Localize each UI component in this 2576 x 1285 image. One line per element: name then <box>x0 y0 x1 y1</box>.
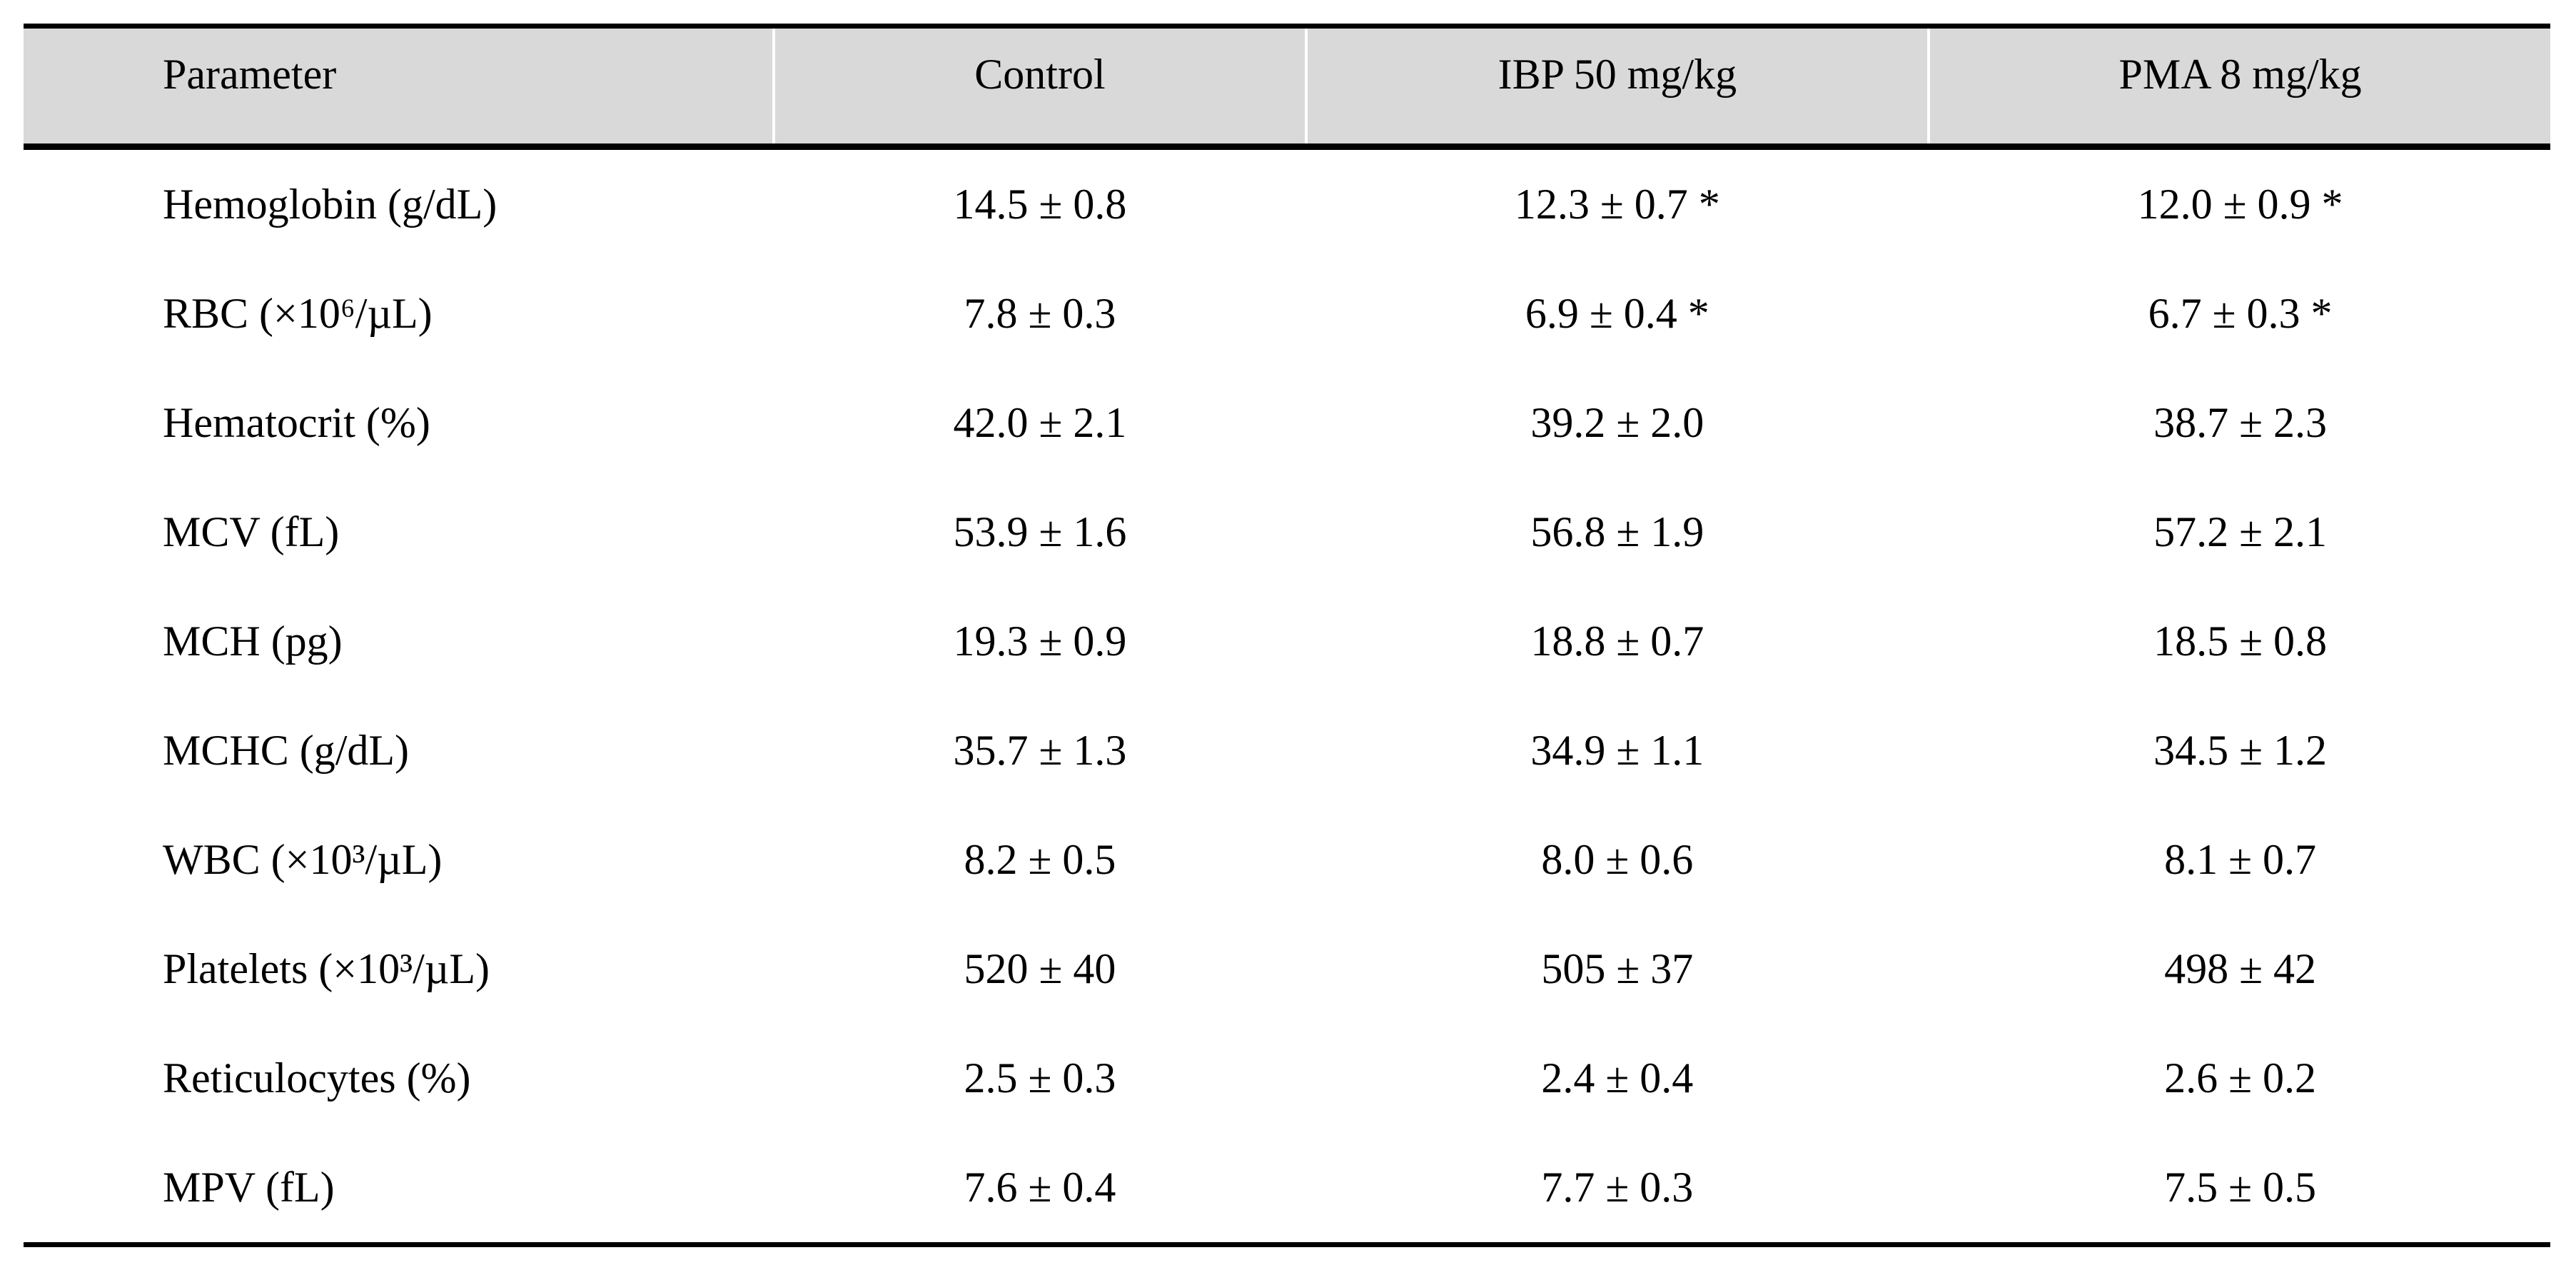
table-row: MCH (pg) 19.3 ± 0.9 18.8 ± 0.7 18.5 ± 0.… <box>24 587 2550 696</box>
column-header-ibp-50: IBP 50 mg/kg <box>1304 24 1929 150</box>
header-row: Parameter Control IBP 50 mg/kg PMA 8 mg/… <box>24 24 2550 150</box>
value-cell-ibp: 18.8 ± 0.7 <box>1304 587 1929 696</box>
parameter-cell: MPV (fL) <box>24 1133 774 1247</box>
value-cell-pma: 2.6 ± 0.2 <box>1927 1024 2550 1133</box>
value-cell-control: 42.0 ± 2.1 <box>772 368 1306 478</box>
table-row: RBC (×10⁶/µL) 7.8 ± 0.3 6.9 ± 0.4 * 6.7 … <box>24 259 2550 368</box>
parameter-cell: MCH (pg) <box>24 587 774 696</box>
value-cell-control: 7.6 ± 0.4 <box>772 1133 1306 1247</box>
value-cell-pma: 8.1 ± 0.7 <box>1927 805 2550 914</box>
value-cell-ibp: 56.8 ± 1.9 <box>1304 478 1929 587</box>
column-header-control: Control <box>772 24 1306 150</box>
value-cell-pma: 6.7 ± 0.3 * <box>1927 259 2550 368</box>
value-cell-control: 53.9 ± 1.6 <box>772 478 1306 587</box>
value-cell-ibp: 8.0 ± 0.6 <box>1304 805 1929 914</box>
value-cell-ibp: 505 ± 37 <box>1304 914 1929 1024</box>
table-row: Reticulocytes (%) 2.5 ± 0.3 2.4 ± 0.4 2.… <box>24 1024 2550 1133</box>
hematology-parameters-table: Parameter Control IBP 50 mg/kg PMA 8 mg/… <box>24 24 2550 1247</box>
value-cell-ibp: 6.9 ± 0.4 * <box>1304 259 1929 368</box>
parameter-cell: Hematocrit (%) <box>24 368 774 478</box>
value-cell-pma: 34.5 ± 1.2 <box>1927 696 2550 805</box>
parameter-cell: MCHC (g/dL) <box>24 696 774 805</box>
parameter-cell: RBC (×10⁶/µL) <box>24 259 774 368</box>
parameter-cell: Reticulocytes (%) <box>24 1024 774 1133</box>
value-cell-ibp: 12.3 ± 0.7 * <box>1304 146 1929 259</box>
value-cell-control: 8.2 ± 0.5 <box>772 805 1306 914</box>
value-cell-pma: 38.7 ± 2.3 <box>1927 368 2550 478</box>
value-cell-pma: 57.2 ± 2.1 <box>1927 478 2550 587</box>
value-cell-pma: 18.5 ± 0.8 <box>1927 587 2550 696</box>
value-cell-pma: 498 ± 42 <box>1927 914 2550 1024</box>
table-row: Hemoglobin (g/dL) 14.5 ± 0.8 12.3 ± 0.7 … <box>24 146 2550 259</box>
value-cell-control: 35.7 ± 1.3 <box>772 696 1306 805</box>
value-cell-ibp: 2.4 ± 0.4 <box>1304 1024 1929 1133</box>
value-cell-pma: 7.5 ± 0.5 <box>1927 1133 2550 1247</box>
column-header-pma-8: PMA 8 mg/kg <box>1927 24 2550 150</box>
table-row: Platelets (×10³/µL) 520 ± 40 505 ± 37 49… <box>24 914 2550 1024</box>
value-cell-ibp: 39.2 ± 2.0 <box>1304 368 1929 478</box>
parameter-cell: Hemoglobin (g/dL) <box>24 146 774 259</box>
value-cell-ibp: 34.9 ± 1.1 <box>1304 696 1929 805</box>
table-row: WBC (×10³/µL) 8.2 ± 0.5 8.0 ± 0.6 8.1 ± … <box>24 805 2550 914</box>
parameter-cell: WBC (×10³/µL) <box>24 805 774 914</box>
value-cell-pma: 12.0 ± 0.9 * <box>1927 146 2550 259</box>
value-cell-control: 2.5 ± 0.3 <box>772 1024 1306 1133</box>
table-body: Hemoglobin (g/dL) 14.5 ± 0.8 12.3 ± 0.7 … <box>24 146 2550 1247</box>
value-cell-control: 14.5 ± 0.8 <box>772 146 1306 259</box>
parameter-cell: MCV (fL) <box>24 478 774 587</box>
table-row: Hematocrit (%) 42.0 ± 2.1 39.2 ± 2.0 38.… <box>24 368 2550 478</box>
table-row: MCHC (g/dL) 35.7 ± 1.3 34.9 ± 1.1 34.5 ±… <box>24 696 2550 805</box>
value-cell-control: 19.3 ± 0.9 <box>772 587 1306 696</box>
parameter-cell: Platelets (×10³/µL) <box>24 914 774 1024</box>
table-row: MCV (fL) 53.9 ± 1.6 56.8 ± 1.9 57.2 ± 2.… <box>24 478 2550 587</box>
value-cell-control: 7.8 ± 0.3 <box>772 259 1306 368</box>
column-header-parameter: Parameter <box>24 24 774 150</box>
value-cell-control: 520 ± 40 <box>772 914 1306 1024</box>
value-cell-ibp: 7.7 ± 0.3 <box>1304 1133 1929 1247</box>
table-header: Parameter Control IBP 50 mg/kg PMA 8 mg/… <box>24 24 2550 150</box>
table-row: MPV (fL) 7.6 ± 0.4 7.7 ± 0.3 7.5 ± 0.5 <box>24 1133 2550 1247</box>
